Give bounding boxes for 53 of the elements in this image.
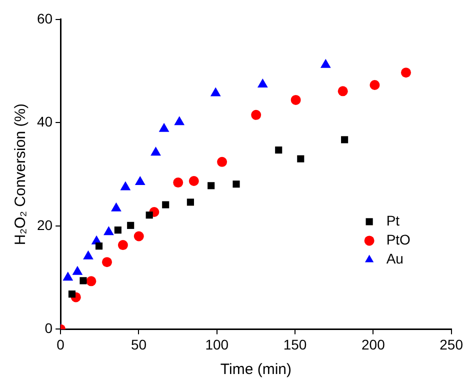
point [150, 146, 161, 156]
x-tick-label: 100 [205, 336, 229, 352]
point [134, 176, 146, 186]
point [320, 58, 331, 68]
point [232, 180, 240, 188]
x-axis-title: Time (min) [220, 361, 292, 378]
point [400, 68, 411, 78]
point [86, 276, 96, 286]
y-tick-label: 40 [36, 114, 53, 130]
point [68, 290, 76, 298]
point [341, 136, 348, 144]
y-tick-label: 20 [36, 216, 53, 233]
point [275, 146, 282, 154]
point [102, 257, 112, 268]
point [162, 201, 170, 208]
legend-label: Pt [386, 212, 400, 229]
point [72, 266, 83, 275]
point [173, 178, 184, 188]
point [208, 182, 215, 190]
point [104, 226, 114, 236]
point [83, 250, 94, 260]
x-tick-label: 200 [361, 336, 386, 352]
point [111, 202, 122, 212]
point [118, 240, 128, 250]
x-tick-label: 50 [130, 336, 147, 352]
y-axis-title: H₂O₂ Conversion (%) [12, 103, 30, 246]
legend-label: Au [386, 250, 404, 267]
x-tick-label: 150 [283, 336, 307, 352]
y-tick-label: 0 [44, 320, 53, 336]
point [114, 226, 122, 234]
point [188, 176, 199, 186]
point [210, 87, 221, 96]
point [257, 78, 268, 88]
point [127, 222, 134, 229]
point [251, 110, 262, 120]
legend-label: PtO [386, 232, 411, 248]
x-tick-label: 0 [56, 336, 65, 352]
point [146, 212, 153, 219]
y-tick-label: 60 [36, 10, 53, 26]
x-tick-label: 250 [440, 336, 464, 352]
point [186, 198, 194, 206]
point [370, 80, 380, 90]
point [80, 277, 87, 284]
point [95, 242, 103, 250]
point [62, 272, 74, 281]
point [217, 156, 228, 167]
point [297, 155, 304, 162]
point [338, 86, 348, 96]
point [120, 181, 131, 190]
point [290, 94, 301, 105]
point [158, 122, 170, 132]
point [174, 116, 185, 126]
point [134, 231, 144, 242]
